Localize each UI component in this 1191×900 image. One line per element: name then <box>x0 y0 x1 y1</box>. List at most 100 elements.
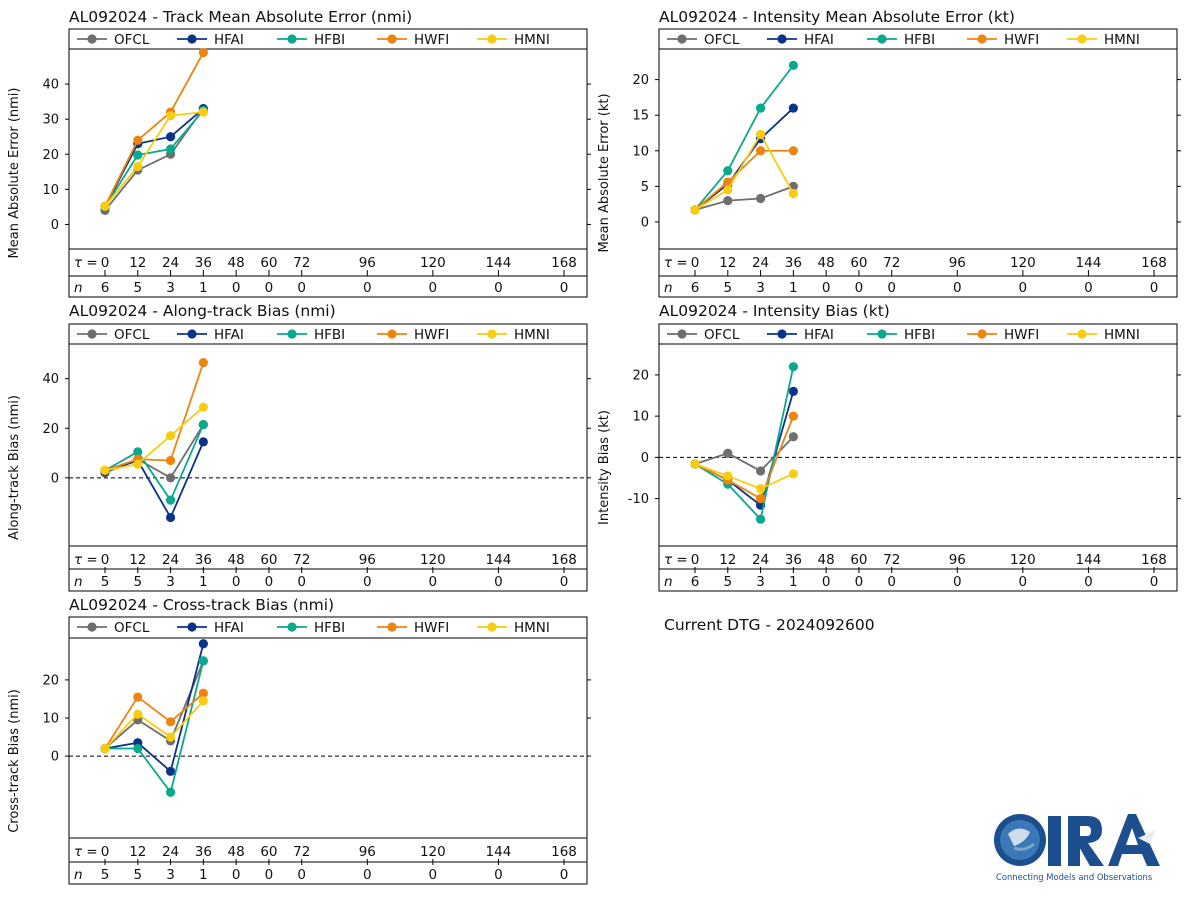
n-value: 0 <box>265 574 274 590</box>
point-HWFI-24 <box>165 455 176 466</box>
tau-value: 72 <box>883 255 900 271</box>
series-line-HFBI <box>694 366 795 522</box>
n-value: 0 <box>297 867 306 883</box>
y-tick-label: 20 <box>42 422 59 437</box>
legend-label-HMNI: HMNI <box>514 620 550 636</box>
tau-value: 168 <box>1141 255 1167 271</box>
series-line-HFAI <box>694 107 794 211</box>
point-HFBI-12 <box>133 150 143 160</box>
point-HFBI-12 <box>133 447 143 457</box>
tau-value: 120 <box>420 552 446 568</box>
legend-label-HFAI: HFAI <box>214 32 244 48</box>
n-value: 0 <box>232 574 241 590</box>
tau-value: 144 <box>1076 552 1102 568</box>
n-value: 0 <box>855 280 864 296</box>
tau-value: 96 <box>949 255 966 271</box>
n-value: 3 <box>166 574 175 590</box>
legend-label-HFAI: HFAI <box>804 327 834 343</box>
series-line-HWFI <box>694 149 794 211</box>
n-value: 3 <box>166 280 175 296</box>
legend-marker-HFBI <box>287 34 297 44</box>
y-tick-label: 30 <box>42 113 59 128</box>
legend-label-HMNI: HMNI <box>1104 32 1140 48</box>
n-value: 5 <box>723 280 732 296</box>
n-value: 1 <box>789 574 798 590</box>
series-line-OFCL <box>104 660 205 750</box>
y-axis: 0 5 10 15 20 <box>632 73 1181 230</box>
legend-label-HMNI: HMNI <box>1104 327 1140 343</box>
n-value: 0 <box>363 867 372 883</box>
point-HFAI-24 <box>165 132 176 142</box>
series-HFBI <box>100 419 208 505</box>
chart-title: AL092024 - Intensity Bias (kt) <box>659 302 890 320</box>
axes-frame <box>658 28 1178 298</box>
point-HFAI-24 <box>165 766 176 776</box>
tau-label: τ = <box>664 255 688 271</box>
n-value: 0 <box>363 574 372 590</box>
point-HWFI-12 <box>133 135 143 145</box>
n-value: 0 <box>297 280 306 296</box>
legend-marker-OFCL <box>677 329 687 339</box>
series-line-OFCL <box>104 424 205 480</box>
series-line-HMNI <box>694 132 795 211</box>
n-value: 1 <box>789 280 798 296</box>
series-line-HMNI <box>104 111 204 207</box>
legend-label-HWFI: HWFI <box>1004 32 1039 48</box>
point-HFBI-24 <box>165 787 176 797</box>
point-HWFI-12 <box>133 692 143 702</box>
cira-logo: Connecting Models and Observations <box>994 814 1160 882</box>
n-value: 0 <box>1019 280 1028 296</box>
point-HMNI-36 <box>198 107 208 117</box>
tau-value: 168 <box>551 552 577 568</box>
legend-marker-HFBI <box>287 622 297 632</box>
series-line-HWFI <box>104 362 205 472</box>
legend-label-HFAI: HFAI <box>214 327 244 343</box>
tau-value: 36 <box>195 844 212 860</box>
point-HMNI-36 <box>198 696 208 706</box>
legend-label-HFAI: HFAI <box>804 32 834 48</box>
tau-value: 36 <box>195 552 212 568</box>
legend: OFCL HFAI HFBI HWFI HMNI <box>77 327 550 343</box>
series-line-HFBI <box>104 424 205 503</box>
legend-label-HFBI: HFBI <box>314 32 345 48</box>
legend-marker-HMNI <box>1077 34 1087 44</box>
n-label: n <box>664 574 673 590</box>
y-tick-label: 20 <box>42 148 59 163</box>
n-value: 1 <box>199 280 208 296</box>
legend-marker-OFCL <box>87 329 97 339</box>
y-tick-label: 15 <box>632 109 649 124</box>
n-value: 5 <box>101 867 110 883</box>
tau-row: τ = 0 12 24 36 48 60 72 96 120 144 168 <box>74 844 577 865</box>
n-value: 5 <box>101 574 110 590</box>
legend-label-HWFI: HWFI <box>414 327 449 343</box>
series-line-HWFI <box>694 415 795 500</box>
y-axis-label: Cross-track Bias (nmi) <box>7 689 22 833</box>
y-tick-label: 10 <box>42 712 59 727</box>
n-value: 0 <box>822 280 831 296</box>
y-axis: 0 10 20 30 40 <box>42 78 591 233</box>
tau-value: 168 <box>1141 552 1167 568</box>
y-tick-label: 0 <box>51 750 59 765</box>
point-OFCL-12 <box>723 448 733 458</box>
tau-value: 72 <box>293 255 310 271</box>
tau-value: 24 <box>752 255 769 271</box>
tau-value: 60 <box>850 255 867 271</box>
n-value: 0 <box>494 574 503 590</box>
legend: OFCL HFAI HFBI HWFI HMNI <box>77 32 550 48</box>
chart-title: AL092024 - Cross-track Bias (nmi) <box>69 596 334 614</box>
series-line-OFCL <box>694 185 794 211</box>
point-HFBI-36 <box>788 362 798 372</box>
point-HWFI-36 <box>788 146 798 156</box>
legend-marker-HWFI <box>977 34 987 44</box>
point-HMNI-12 <box>133 161 143 172</box>
n-label: n <box>74 867 83 883</box>
tau-value: 48 <box>228 255 245 271</box>
point-HMNI-0 <box>690 205 700 215</box>
series-line-HFAI <box>104 643 205 773</box>
n-value: 0 <box>429 867 438 883</box>
chart-intensity-bias: AL092024 - Intensity Bias (kt) OFCL HFAI HF… <box>597 302 1181 592</box>
n-value: 5 <box>133 574 142 590</box>
tau-value: 0 <box>101 552 110 568</box>
tau-value: 60 <box>260 552 277 568</box>
